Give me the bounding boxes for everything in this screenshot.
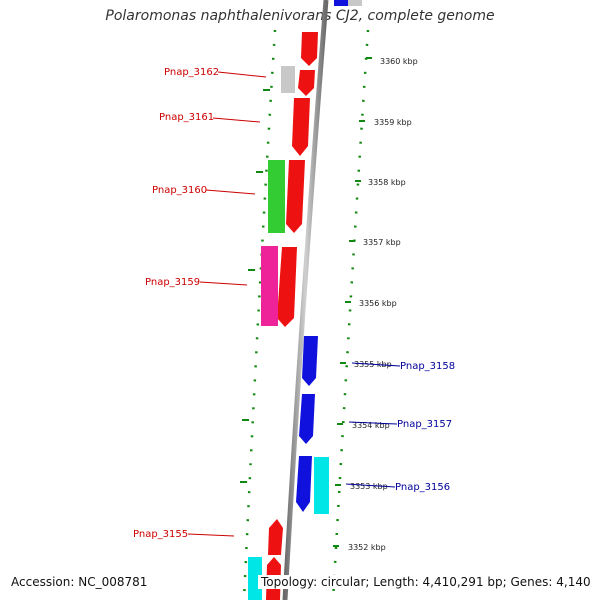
right-gene-labels: Pnap_3158 Pnap_3157 Pnap_3156 xyxy=(345,361,455,493)
scale-tick-label: 3360 kbp xyxy=(380,57,418,66)
reverse-genes xyxy=(296,336,318,512)
gene-block-cyan xyxy=(248,557,262,600)
scale-tick-label: 3356 kbp xyxy=(359,299,397,308)
gene-arrow-red xyxy=(268,519,283,555)
leader-line xyxy=(351,362,401,367)
accession-text: Accession: NC_008781 xyxy=(8,575,151,589)
gene-arrow-red xyxy=(298,70,315,96)
leader-line xyxy=(348,421,398,425)
leader-line xyxy=(187,533,235,537)
scale-tick-label: 3357 kbp xyxy=(363,238,401,247)
gene-label: Pnap_3159 xyxy=(145,277,200,288)
gene-arrow-blue xyxy=(302,336,318,386)
leader-line xyxy=(345,483,396,488)
gene-block-magenta xyxy=(261,246,278,326)
leader-line xyxy=(212,117,261,123)
gene-block-green xyxy=(268,160,285,233)
scale-tick-label: 3359 kbp xyxy=(374,118,412,127)
scale-tick-label: 3354 kbp xyxy=(352,421,390,430)
scale-tick-label: 3358 kbp xyxy=(368,178,406,187)
gene-label: Pnap_3162 xyxy=(164,67,219,78)
scale-ticks xyxy=(240,57,372,547)
gene-label: Pnap_3155 xyxy=(133,529,188,540)
gene-block-gray xyxy=(281,66,295,93)
gene-arrow-red xyxy=(286,160,305,233)
genome-summary-text: Topology: circular; Length: 4,410,291 bp… xyxy=(258,575,594,589)
outer-ring-right xyxy=(331,29,370,600)
gene-label: Pnap_3158 xyxy=(400,361,455,372)
gene-label: Pnap_3157 xyxy=(397,419,452,430)
gene-arrow-blue xyxy=(296,456,312,512)
gene-label: Pnap_3160 xyxy=(152,185,207,196)
scale-tick-label: 3353 kbp xyxy=(350,482,388,491)
leader-line xyxy=(205,189,256,195)
scale-tick-label: 3352 kbp xyxy=(348,543,386,552)
gene-label: Pnap_3156 xyxy=(395,482,450,493)
gene-label: Pnap_3161 xyxy=(159,112,214,123)
gene-arrow-red xyxy=(277,247,297,327)
genome-backbone xyxy=(282,0,329,600)
gene-feature xyxy=(334,0,348,6)
gene-feature xyxy=(348,0,362,6)
gene-arrow-blue xyxy=(299,394,315,444)
gene-arrow-red xyxy=(301,32,318,66)
left-gene-labels: Pnap_3162 Pnap_3161 Pnap_3160 Pnap_3159 … xyxy=(133,67,267,540)
leader-line xyxy=(199,281,248,286)
leader-line xyxy=(217,71,267,78)
other-genes xyxy=(248,66,329,600)
map-title: Polaromonas naphthalenivorans CJ2, compl… xyxy=(105,8,495,24)
gene-arrow-red xyxy=(292,98,310,156)
gene-block-cyan xyxy=(314,457,329,514)
scale-tick-labels: 3360 kbp 3359 kbp 3358 kbp 3357 kbp 3356… xyxy=(348,57,418,552)
